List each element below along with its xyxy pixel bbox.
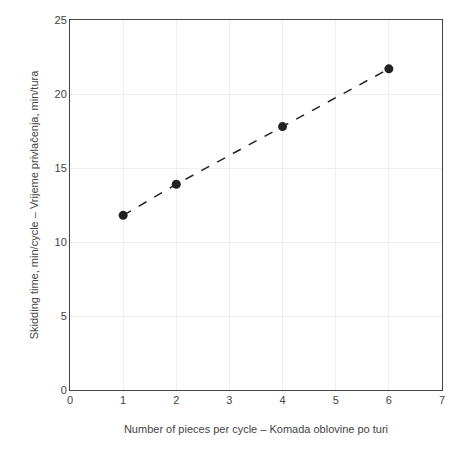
svg-text:4: 4 — [280, 394, 286, 406]
svg-text:20: 20 — [55, 88, 67, 100]
svg-text:10: 10 — [55, 236, 67, 248]
svg-text:Skidding time, min/cycle – Vri: Skidding time, min/cycle – Vrijeme privl… — [28, 70, 40, 339]
svg-text:15: 15 — [55, 162, 67, 174]
svg-text:Number of pieces per cycle – K: Number of pieces per cycle – Komada oblo… — [124, 423, 388, 435]
svg-text:6: 6 — [386, 394, 392, 406]
svg-text:2: 2 — [173, 394, 179, 406]
svg-text:5: 5 — [61, 310, 67, 322]
svg-text:3: 3 — [226, 394, 232, 406]
svg-text:0: 0 — [67, 394, 73, 406]
svg-text:5: 5 — [333, 394, 339, 406]
svg-text:0: 0 — [61, 384, 67, 396]
svg-text:7: 7 — [439, 394, 445, 406]
svg-text:25: 25 — [55, 14, 67, 26]
svg-text:1: 1 — [120, 394, 126, 406]
